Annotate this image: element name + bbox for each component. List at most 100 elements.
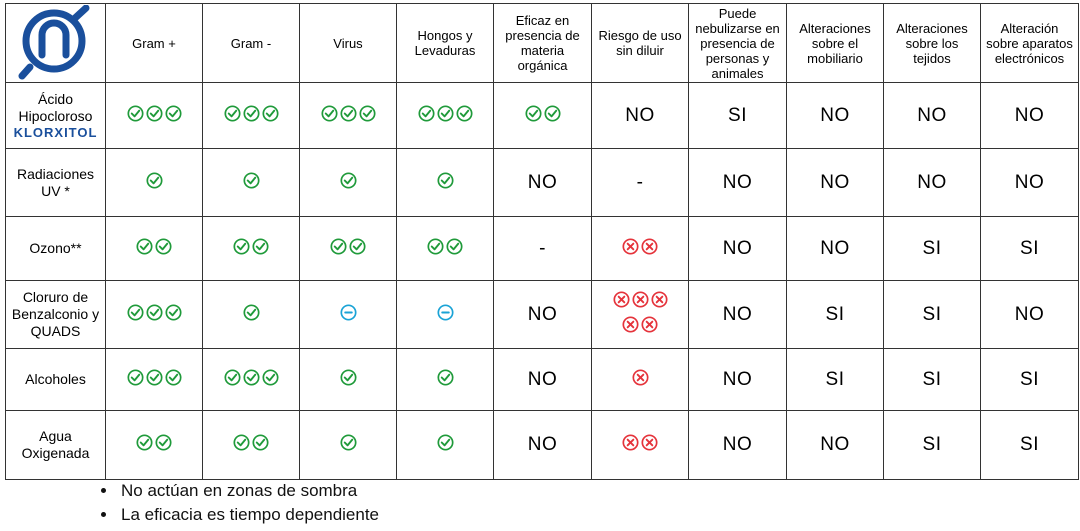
check-circle-icon	[223, 104, 241, 127]
value-cell: NO	[688, 148, 787, 217]
icon-cell	[105, 410, 203, 480]
value-cell: SI	[883, 410, 981, 480]
icon-cell	[396, 348, 494, 411]
cross-circle-icon	[641, 434, 658, 456]
icon-group	[308, 171, 388, 194]
check-circle-icon	[524, 104, 542, 127]
check-circle-icon	[320, 104, 338, 127]
value-cell: -	[591, 148, 689, 217]
value-cell: NO	[980, 148, 1079, 217]
check-circle-icon	[145, 104, 163, 127]
table-row: Agua Oxigenada NO NO NO SI SI	[5, 410, 1079, 480]
icon-group	[503, 104, 583, 127]
icon-cell	[299, 82, 397, 149]
value-cell: NO	[883, 82, 981, 149]
icon-cell	[396, 216, 494, 281]
icon-cell	[202, 348, 300, 411]
table-row: Ácido Hipocloroso KLORXITOL NO SI NO NO NO	[5, 82, 1079, 149]
value-cell: SI	[786, 348, 884, 411]
col-header: Riesgo de uso sin diluir	[591, 3, 689, 83]
value-cell: SI	[883, 348, 981, 411]
icon-cell	[493, 82, 592, 149]
footnotes: No actúan en zonas de sombra La eficacia…	[95, 479, 379, 527]
icon-group	[405, 368, 485, 391]
check-circle-icon	[242, 104, 260, 127]
check-circle-icon	[339, 434, 357, 456]
value-cell: SI	[688, 82, 787, 149]
check-circle-icon	[543, 104, 561, 127]
check-circle-icon	[126, 104, 144, 127]
icon-group	[211, 104, 291, 127]
icon-cell	[105, 216, 203, 281]
check-circle-icon	[436, 368, 454, 391]
cross-circle-icon	[650, 291, 668, 313]
row-label-text: Radiaciones UV *	[16, 165, 95, 199]
check-circle-icon	[136, 434, 153, 456]
check-circle-icon	[339, 171, 357, 194]
check-circle-icon	[164, 368, 182, 391]
value-cell: NO	[786, 410, 884, 480]
icon-group	[308, 434, 388, 456]
value-cell: NO	[493, 410, 592, 480]
value-cell: NO	[883, 148, 981, 217]
col-header: Eficaz en presencia de materia orgánica	[493, 3, 592, 83]
row-label-text: Cloruro de Benzalconio y QUADS	[11, 289, 100, 339]
icon-cell	[202, 410, 300, 480]
value-cell: NO	[493, 348, 592, 411]
comparison-table: Gram + Gram - Virus Hongos y Levaduras E…	[5, 3, 1079, 480]
check-circle-icon	[145, 171, 163, 194]
value-cell: SI	[786, 280, 884, 349]
icon-group	[114, 237, 194, 260]
row-label-text: Ácido Hipocloroso	[18, 90, 93, 124]
check-circle-icon	[339, 368, 357, 391]
cross-circle-icon	[622, 316, 639, 338]
row-label: Ozono**	[5, 216, 106, 281]
value-cell: SI	[883, 216, 981, 281]
row-label-text: Ozono**	[29, 240, 82, 256]
check-circle-icon	[233, 237, 250, 260]
icon-group	[211, 434, 291, 456]
icon-group	[405, 303, 485, 326]
header-row: Gram + Gram - Virus Hongos y Levaduras E…	[5, 3, 1079, 83]
icon-cell	[105, 280, 203, 349]
value-cell: -	[493, 216, 592, 281]
icon-cell	[299, 348, 397, 411]
icon-group	[600, 434, 680, 456]
value-cell: NO	[786, 82, 884, 149]
icon-cell	[202, 280, 300, 349]
icon-cell	[299, 216, 397, 281]
col-header: Hongos y Levaduras	[396, 3, 494, 83]
value-cell: NO	[591, 82, 689, 149]
cross-circle-icon	[631, 368, 649, 391]
icon-cell	[105, 82, 203, 149]
icon-group	[308, 237, 388, 260]
value-cell: SI	[980, 216, 1079, 281]
icon-cell	[299, 410, 397, 480]
icon-cell	[396, 410, 494, 480]
value-cell: NO	[493, 280, 592, 349]
icon-group	[405, 104, 485, 127]
table-row: Ozono** - NO NO SI SI	[5, 216, 1079, 281]
icon-group	[211, 237, 291, 260]
footnote-item: La eficacia es tiempo dependiente	[118, 503, 379, 527]
icon-group	[211, 303, 291, 326]
check-circle-icon	[427, 237, 444, 260]
value-cell: SI	[980, 410, 1079, 480]
cross-circle-icon	[622, 434, 639, 456]
col-header: Alteraciones sobre el mobiliario	[786, 3, 884, 83]
icon-group	[405, 171, 485, 194]
col-header: Puede nebulizarse en presencia de person…	[688, 3, 787, 83]
check-circle-icon	[455, 104, 473, 127]
check-circle-icon	[233, 434, 250, 456]
check-circle-icon	[339, 104, 357, 127]
check-circle-icon	[436, 434, 454, 456]
check-circle-icon	[126, 368, 144, 391]
icon-group	[211, 171, 291, 194]
icon-cell	[202, 82, 300, 149]
check-circle-icon	[155, 237, 172, 260]
icon-cell	[591, 280, 689, 349]
check-circle-icon	[358, 104, 376, 127]
icon-group	[114, 368, 194, 391]
value-cell: NO	[980, 280, 1079, 349]
logo-cell	[5, 3, 106, 83]
